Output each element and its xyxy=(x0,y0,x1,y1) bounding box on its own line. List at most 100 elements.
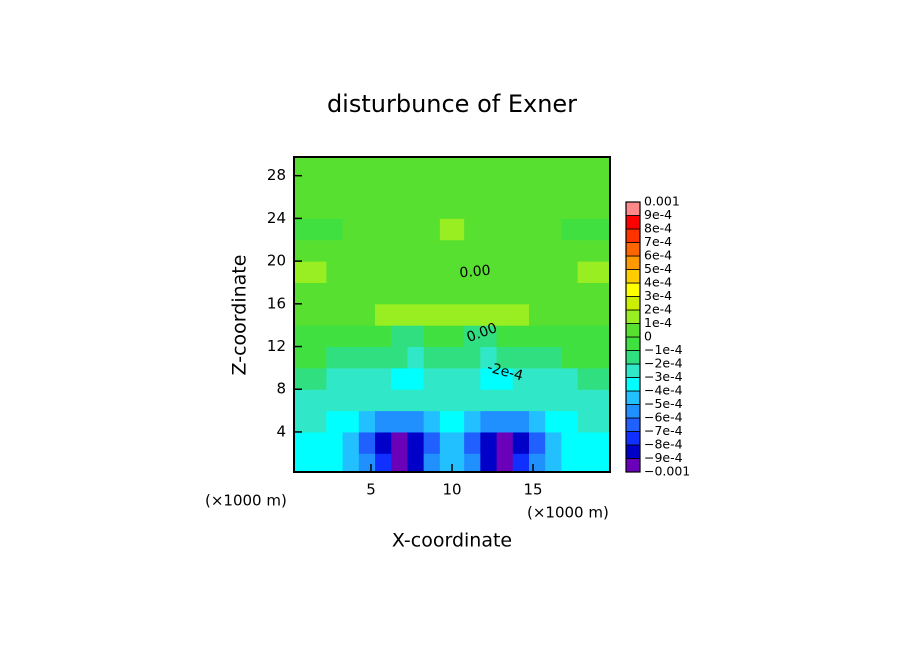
field-cell xyxy=(512,389,530,412)
field-cell xyxy=(342,197,360,219)
colorbar-label: −1e-4 xyxy=(644,342,683,357)
field-cell xyxy=(310,303,327,326)
field-cell xyxy=(375,197,392,219)
field-cell xyxy=(391,410,408,433)
field-cell xyxy=(439,218,453,241)
field-cell xyxy=(561,453,579,473)
colorbar-band xyxy=(625,390,641,405)
field-cell xyxy=(464,239,481,262)
field-cell xyxy=(294,431,311,454)
field-cell xyxy=(577,410,595,433)
field-cell xyxy=(593,239,611,262)
field-cell xyxy=(407,175,425,198)
x-tick-label: 10 xyxy=(442,481,461,499)
y-tick-label: 20 xyxy=(267,252,286,270)
field-cell xyxy=(545,431,562,454)
field-cell xyxy=(545,453,562,473)
field-cell xyxy=(577,175,595,198)
field-cell xyxy=(310,218,327,241)
field-cell xyxy=(480,197,498,219)
field-cell xyxy=(342,261,360,283)
field-cell xyxy=(294,367,311,390)
colorbar-label: 5e-4 xyxy=(644,261,672,276)
field-cell xyxy=(593,367,611,390)
field-cell xyxy=(577,261,595,283)
field-cell xyxy=(342,367,360,390)
field-cell xyxy=(391,453,408,473)
colorbar-band xyxy=(625,201,641,216)
colorbar-band xyxy=(625,350,641,365)
colorbar-label: −8e-4 xyxy=(644,437,683,452)
field-cell xyxy=(326,410,344,433)
colorbar-band xyxy=(625,242,641,257)
field-cell xyxy=(561,389,579,412)
field-cell xyxy=(480,453,498,473)
field-cell xyxy=(310,175,327,198)
field-cell xyxy=(464,410,481,433)
y-axis-label: Z-coordinate xyxy=(229,255,251,376)
x-axis-label: X-coordinate xyxy=(392,530,512,552)
field-cell xyxy=(577,197,595,219)
field-cell xyxy=(545,282,562,305)
field-cell xyxy=(593,157,611,177)
field-cell xyxy=(577,389,595,412)
colorbar-band xyxy=(625,336,641,351)
field-cell xyxy=(358,282,376,305)
field-cell xyxy=(375,157,392,177)
y-tick-label: 4 xyxy=(276,422,286,440)
field-cell xyxy=(577,453,595,473)
field-cell xyxy=(375,261,392,283)
field-cell xyxy=(375,175,392,198)
field-cell xyxy=(496,218,514,241)
colorbar-label: −3e-4 xyxy=(644,369,683,384)
field-cell xyxy=(358,346,376,369)
field-cell xyxy=(512,346,530,369)
field-cell xyxy=(512,453,530,473)
field-cell xyxy=(480,367,498,390)
field-cell xyxy=(577,367,595,390)
field-cell xyxy=(545,325,562,348)
y-tick-label: 24 xyxy=(267,209,286,227)
field-cell xyxy=(294,410,311,433)
field-cell xyxy=(310,389,327,412)
field-cell xyxy=(423,175,441,198)
colorbar-band xyxy=(625,431,641,446)
field-cell xyxy=(512,239,530,262)
field-cell xyxy=(294,175,311,198)
field-cell xyxy=(512,175,530,198)
field-cell xyxy=(407,410,425,433)
field-cell xyxy=(528,410,546,433)
field-cell xyxy=(423,261,441,283)
field-cell xyxy=(407,325,425,348)
field-cell xyxy=(561,431,579,454)
field-cell xyxy=(326,261,344,283)
field-cell xyxy=(391,175,408,198)
colorbar-label: 9e-4 xyxy=(644,207,672,222)
field-cell xyxy=(593,282,611,305)
field-cell xyxy=(391,197,408,219)
field-cell xyxy=(358,218,376,241)
colorbar-label: 6e-4 xyxy=(644,248,672,263)
field-cell xyxy=(375,410,392,433)
field-cell xyxy=(593,175,611,198)
field-cell xyxy=(452,325,465,348)
field-cell xyxy=(561,197,579,219)
field-cell xyxy=(294,325,311,348)
field-cell xyxy=(407,367,425,390)
field-cell xyxy=(391,389,408,412)
field-cell xyxy=(439,325,453,348)
field-cell xyxy=(310,346,327,369)
field-cell xyxy=(464,346,481,369)
colorbar-label: 1e-4 xyxy=(644,315,672,330)
field-cell xyxy=(326,282,344,305)
field-cell xyxy=(545,346,562,369)
field-cell xyxy=(545,175,562,198)
field-cell xyxy=(561,261,579,283)
field-cell xyxy=(545,389,562,412)
field-cell xyxy=(423,346,441,369)
colorbar-label: 8e-4 xyxy=(644,221,672,236)
field-cell xyxy=(439,175,453,198)
field-cell xyxy=(528,175,546,198)
field-cell xyxy=(496,325,514,348)
field-cell xyxy=(480,346,498,369)
